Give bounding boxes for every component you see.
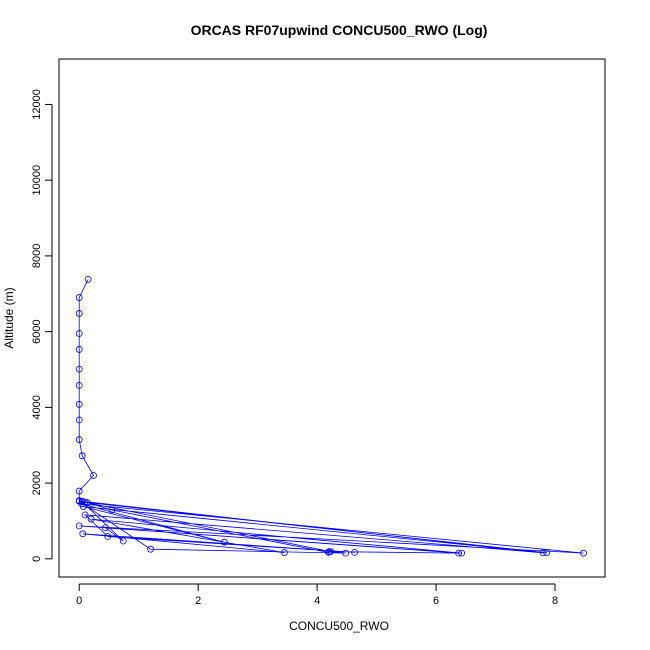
plot-frame <box>58 58 606 578</box>
data-point <box>75 436 83 443</box>
x-tick-label: 8 <box>552 595 558 607</box>
data-point <box>75 382 83 389</box>
data-point <box>78 500 86 508</box>
data-point <box>75 310 83 317</box>
chart-title: ORCAS RF07upwind CONCU500_RWO (Log) <box>191 22 488 38</box>
x-axis: 0 2 4 6 8 <box>76 583 558 607</box>
data-point <box>78 497 86 505</box>
data-point <box>458 549 466 557</box>
y-tick-label: 12000 <box>31 89 43 120</box>
y-tick-label: 4000 <box>31 395 43 419</box>
data-point <box>325 548 333 556</box>
data-point <box>84 275 92 283</box>
data-point <box>543 549 551 557</box>
y-axis-label: Altitude (m) <box>2 287 16 348</box>
data-point <box>119 537 127 545</box>
x-tick-label: 4 <box>314 595 320 607</box>
data-point <box>104 533 112 540</box>
x-tick-label: 0 <box>76 595 82 607</box>
data-point <box>75 330 83 337</box>
y-tick-label: 2000 <box>31 471 43 495</box>
y-tick-label: 8000 <box>31 244 43 268</box>
data-point <box>108 506 116 514</box>
series-group <box>75 275 587 557</box>
data-point <box>81 511 89 519</box>
y-tick-label: 10000 <box>31 165 43 196</box>
data-point <box>327 548 335 556</box>
data-point <box>75 400 83 408</box>
data-point <box>101 524 109 532</box>
data-point <box>580 549 587 557</box>
data-point <box>220 538 228 546</box>
data-point <box>78 452 86 460</box>
data-point <box>342 549 350 557</box>
y-tick-label: 0 <box>31 556 43 562</box>
data-point <box>539 549 547 557</box>
series-line <box>78 279 584 554</box>
data-point <box>351 548 359 556</box>
data-point <box>75 294 83 301</box>
data-point <box>75 346 83 353</box>
x-tick-label: 2 <box>195 595 201 607</box>
data-point <box>147 545 154 553</box>
data-point <box>75 416 83 424</box>
y-axis: 0 2000 4000 6000 8000 10000 12000 <box>31 89 53 562</box>
data-point <box>87 515 95 523</box>
x-tick-label: 6 <box>433 595 439 607</box>
data-point <box>281 549 288 556</box>
x-axis-label: CONCU500_RWO <box>289 619 389 633</box>
data-point <box>455 549 463 557</box>
y-tick-label: 6000 <box>31 319 43 343</box>
data-point <box>90 472 97 479</box>
data-point <box>79 530 87 538</box>
data-point <box>75 487 83 495</box>
data-point <box>75 522 83 530</box>
data-point <box>75 365 83 373</box>
